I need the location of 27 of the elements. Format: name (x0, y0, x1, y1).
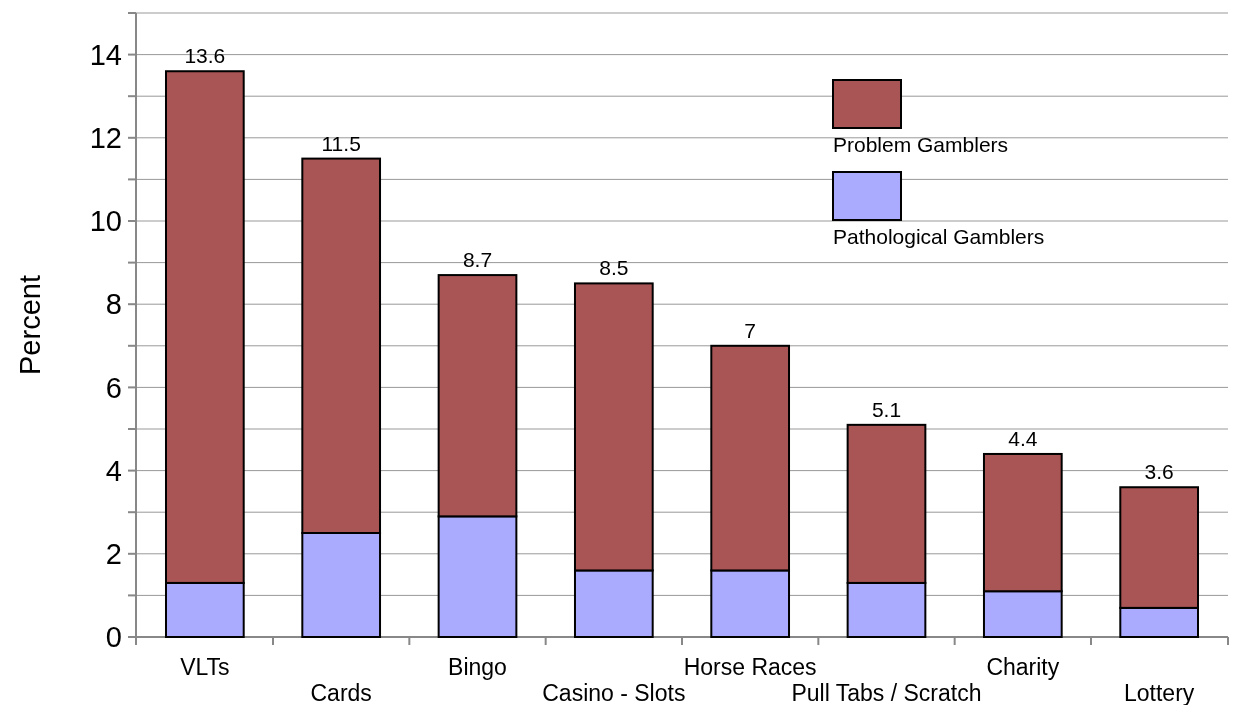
y-tick-label: 12 (89, 121, 122, 154)
legend-label: Pathological Gamblers (833, 225, 1045, 248)
x-tick-label: Bingo (448, 654, 507, 680)
y-axis-title: Percent (14, 275, 46, 375)
y-tick-label: 2 (105, 537, 122, 570)
total-label: 5.1 (871, 397, 902, 421)
legend-label: Problem Gamblers (833, 133, 1009, 156)
x-tick-label: Casino - Slots (542, 680, 686, 706)
total-label: 4.4 (1008, 426, 1038, 450)
y-tick-label: 10 (89, 205, 122, 238)
x-tick-label: Cards (310, 680, 372, 706)
y-tick-label: 14 (89, 38, 122, 71)
y-tick-label: 6 (105, 371, 122, 404)
y-tick-label: 8 (105, 288, 122, 321)
x-tick-label: Horse Races (683, 654, 817, 680)
total-label: 8.7 (462, 248, 493, 272)
y-tick-label: 0 (105, 621, 122, 654)
x-tick-label: Charity (986, 654, 1060, 680)
total-label: 7 (744, 318, 757, 342)
x-tick-label: Pull Tabs / Scratch (791, 680, 982, 706)
x-tick-label: VLTs (180, 654, 230, 680)
total-label: 11.5 (321, 131, 361, 155)
y-tick-label: 4 (105, 454, 122, 487)
total-label: 3.6 (1144, 460, 1174, 484)
total-label: 13.6 (184, 44, 226, 68)
x-tick-label: Lottery (1123, 680, 1195, 706)
total-label: 8.5 (599, 256, 629, 280)
